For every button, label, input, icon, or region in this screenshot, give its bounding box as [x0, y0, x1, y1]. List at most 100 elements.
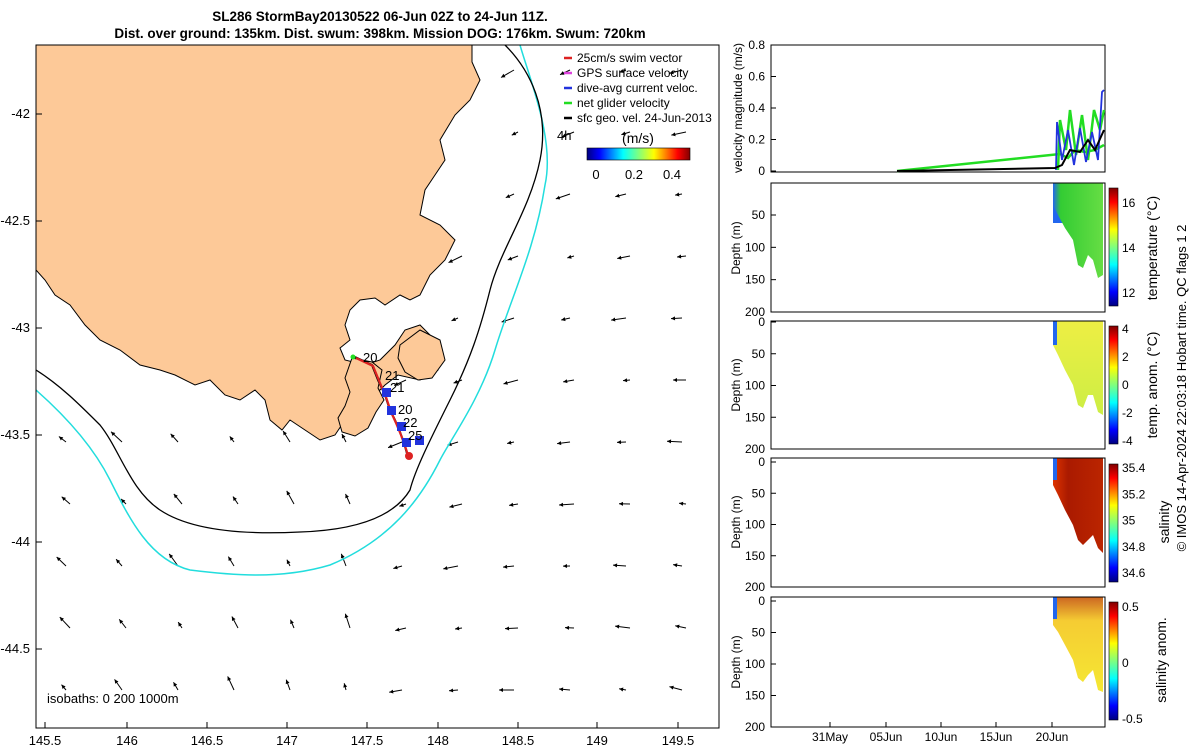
credit-text: © IMOS 14-Apr-2024 22:03:18 Hobart time.…	[1174, 225, 1189, 552]
sal-anom-panel: Depth (m) salinity anom.	[729, 596, 1169, 728]
salinity-panel: Depth (m) salinity	[729, 457, 1172, 588]
velocity-tick-label: 0.2	[748, 133, 765, 147]
legend-entry: GPS surface velocity	[577, 66, 688, 80]
temp-anom-ylabel: Depth (m)	[729, 358, 743, 411]
depth-tick-label: 200	[745, 442, 765, 456]
salinity-ylabel: Depth (m)	[729, 495, 743, 548]
speed-colorbar: (m/s) 0 0.2 0.4	[586, 130, 691, 182]
legend-entry: dive-avg current veloc.	[577, 81, 698, 95]
lat-tick-label: -44.5	[0, 641, 30, 656]
track-label: 25	[408, 428, 422, 443]
plot-title-line2: Dist. over ground: 135km. Dist. swum: 39…	[114, 26, 646, 41]
temperature-cbar-label: temperature (°C)	[1144, 196, 1160, 300]
legend-entry: sfc geo. vel. 24-Jun-2013	[577, 111, 712, 125]
velocity-tick-label: 0.6	[748, 70, 765, 84]
track-label: 20	[398, 402, 412, 417]
geostrophic-velocity-arrows	[56, 69, 687, 694]
tasmania-land	[36, 45, 481, 441]
cbar-tick-label: 16	[1122, 196, 1136, 210]
depth-tick-label: 0	[758, 315, 765, 329]
colorbar-tick: 0.2	[625, 167, 643, 182]
map-frame	[35, 44, 720, 729]
isobath-1000m	[36, 45, 549, 576]
velocity-ylabel: velocity magnitude (m/s)	[731, 43, 745, 173]
cbar-tick-label: 35.2	[1122, 487, 1146, 501]
lon-tick-label: 147.5	[351, 733, 384, 748]
legend-entry: 25cm/s swim vector	[577, 51, 682, 65]
cbar-tick-label: 4	[1122, 322, 1129, 336]
depth-tick-label: 150	[745, 410, 765, 424]
depth-tick-label: 50	[752, 626, 766, 640]
lon-tick-label: 149	[586, 733, 608, 748]
lon-tick-label: 148	[427, 733, 449, 748]
time-tick-label: 31May	[812, 730, 848, 744]
depth-tick-label: 100	[745, 657, 765, 671]
lat-tick-label: -42.5	[0, 213, 30, 228]
cbar-tick-label: -2	[1122, 406, 1133, 420]
isobath-200m	[36, 45, 544, 534]
glider-track	[350, 354, 424, 460]
track-label: 21	[390, 380, 404, 395]
track-label: 20	[363, 350, 377, 365]
track-day-labels: 20 21 21 20 22 25	[363, 350, 422, 443]
depth-tick-label: 100	[745, 240, 765, 254]
lat-tick-label: -44	[11, 534, 30, 549]
time-tick-label: 15Jun	[980, 730, 1013, 744]
depth-tick-label: 100	[745, 379, 765, 393]
depth-tick-label: 150	[745, 273, 765, 287]
velocity-tick-label: 0	[758, 164, 765, 178]
lon-tick-label: 145.5	[29, 733, 62, 748]
peninsula-land	[337, 357, 385, 437]
cbar-tick-label: -0.5	[1122, 712, 1143, 726]
plot-title-line1: SL286 StormBay20130522 06-Jun 02Z to 24-…	[212, 9, 548, 24]
depth-tick-label: 200	[745, 720, 765, 734]
sal-anom-ylabel: Depth (m)	[729, 635, 743, 688]
velocity-panel: velocity magnitude (m/s)	[731, 43, 1106, 173]
lat-tick-label: -43.5	[0, 427, 30, 442]
cbar-tick-label: 34.8	[1122, 540, 1146, 554]
lon-tick-label: 146	[116, 733, 138, 748]
depth-tick-label: 200	[745, 305, 765, 319]
cbar-tick-label: 2	[1122, 350, 1129, 364]
lat-tick-label: -43	[11, 320, 30, 335]
cbar-tick-label: 14	[1122, 241, 1136, 255]
depth-tick-label: 200	[745, 580, 765, 594]
cbar-tick-label: 12	[1122, 286, 1136, 300]
bruny-land	[397, 329, 446, 381]
colorbar-tick: 0.4	[663, 167, 681, 182]
time-tick-label: 20Jun	[1036, 730, 1069, 744]
temperature-ylabel: Depth (m)	[729, 221, 743, 274]
map-axis-ticks: 145.5 146 146.5 147 147.5 148 148.5 149 149.5 -42…	[0, 106, 694, 748]
lon-tick-label: 146.5	[191, 733, 224, 748]
depth-tick-label: 50	[752, 208, 766, 222]
cbar-tick-label: 0.5	[1122, 600, 1139, 614]
depth-tick-label: 0	[758, 455, 765, 469]
lon-tick-label: 149.5	[662, 733, 695, 748]
temperature-panel: Depth (m) temperature (°C)	[729, 182, 1160, 313]
time-tick-label: 05Jun	[870, 730, 903, 744]
cbar-tick-label: 34.6	[1122, 566, 1146, 580]
depth-tick-label: 150	[745, 689, 765, 703]
isobath-legend: isobaths: 0 200 1000m	[47, 691, 179, 706]
temp-anom-panel: Depth (m) temp. anom. (°C)	[729, 320, 1160, 450]
depth-tick-label: 50	[752, 347, 766, 361]
cbar-tick-label: -4	[1122, 434, 1133, 448]
cbar-tick-label: 35	[1122, 514, 1136, 528]
colorbar-title: (m/s)	[622, 130, 654, 146]
track-label: 22	[403, 415, 417, 430]
velocity-tick-label: 0.8	[748, 38, 765, 52]
lon-tick-label: 147	[276, 733, 298, 748]
cbar-tick-label: 0	[1122, 656, 1129, 670]
depth-tick-label: 0	[758, 594, 765, 608]
panel-ticks: 00.20.40.60.8501001502000501001502000501…	[745, 38, 1146, 744]
lon-tick-label: 148.5	[502, 733, 535, 748]
legend-entry: net glider velocity	[577, 96, 670, 110]
lat-tick-label: -42	[11, 106, 30, 121]
colorbar-tick: 0	[592, 167, 599, 182]
cbar-tick-label: 0	[1122, 378, 1129, 392]
depth-tick-label: 50	[752, 486, 766, 500]
depth-tick-label: 100	[745, 518, 765, 532]
track-label: 21	[385, 368, 399, 383]
